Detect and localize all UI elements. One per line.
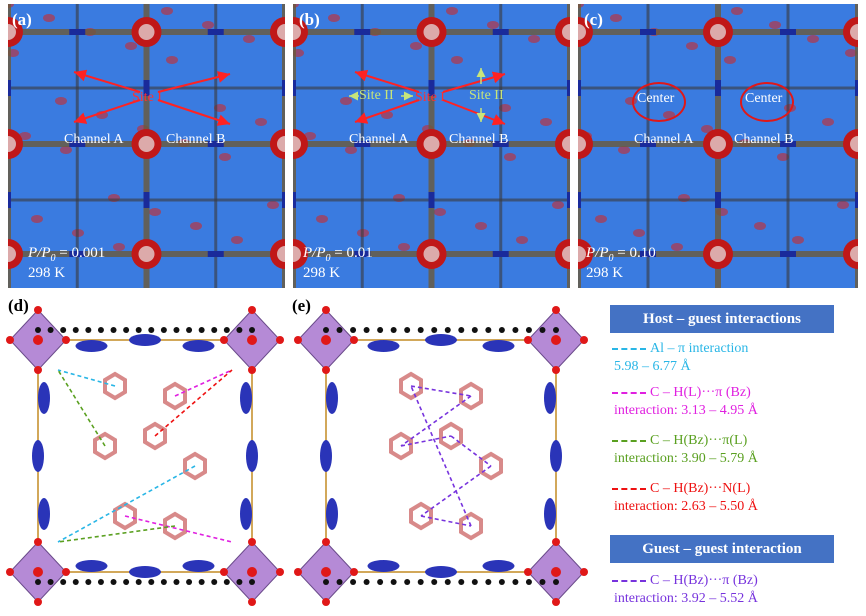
legend-item-ch-bz-n-l: C – H(Bz)···N(L) interaction: 2.63 – 5.5… (612, 481, 758, 514)
center-b-ellipse (740, 82, 794, 122)
dashed-line-icon (612, 439, 646, 442)
panel-b-image (293, 4, 570, 288)
temperature-label: 298 K (303, 265, 341, 281)
dashed-line-icon (612, 487, 646, 490)
host-guest-title: Host – guest interactions (610, 305, 834, 333)
panel-d-label: (d) (8, 296, 29, 315)
panel-e-label: (e) (292, 296, 311, 315)
channel-b-label: Channel B (166, 132, 226, 147)
panel-a: (a) Site I Channel A Channel B P/P0 = 0.… (8, 4, 285, 288)
panel-a-label: (a) (12, 10, 32, 29)
channel-a-label: Channel A (349, 132, 409, 147)
site2-left-label: Site II (359, 88, 394, 103)
site2-right-label: Site II (469, 88, 504, 103)
legend-item-ch-l-pi-bz: C – H(L)···π (Bz) interaction: 3.13 – 4.… (612, 385, 758, 418)
center-a-ellipse (632, 82, 686, 122)
channel-a-label: Channel A (64, 132, 124, 147)
legend-item-ch-bz-pi-bz: C – H(Bz)···π (Bz) interaction: 3.92 – 5… (612, 573, 758, 606)
legend-item-ch-bz-pi-l: C – H(Bz)···π(L) interaction: 3.90 – 5.7… (612, 433, 758, 466)
panel-b-label: (b) (299, 10, 320, 29)
legend-item-al-pi: Al – π interaction 5.98 – 6.77 Å (612, 341, 749, 374)
channel-a-label: Channel A (634, 132, 694, 147)
dashed-line-icon (612, 579, 646, 582)
pressure-label: P/P0 = 0.01 (303, 245, 373, 264)
panel-c-label: (c) (584, 10, 603, 29)
panel-e: (e) (292, 296, 592, 614)
center-a-label: Center (637, 91, 675, 106)
panel-d: (d) (4, 296, 288, 614)
pressure-label: P/P0 = 0.10 (586, 245, 656, 264)
center-b-label: Center (745, 91, 783, 106)
panel-d-image (6, 306, 284, 606)
guest-guest-title: Guest – guest interaction (610, 535, 834, 563)
temperature-label: 298 K (28, 265, 66, 281)
dashed-line-icon (612, 391, 646, 394)
site1-label: Site I (132, 90, 162, 105)
panel-c-image (578, 4, 858, 288)
panel-b: (b) Site I Site II Site II Channel A Cha… (293, 4, 570, 288)
panel-e-image (294, 306, 588, 606)
pressure-label: P/P0 = 0.001 (28, 245, 106, 264)
dashed-line-icon (612, 347, 646, 350)
site1-label: Site I (415, 90, 445, 105)
panel-c: (c) Center Center Channel A Channel B P/… (578, 4, 858, 288)
channel-b-label: Channel B (449, 132, 509, 147)
channel-b-label: Channel B (734, 132, 794, 147)
temperature-label: 298 K (586, 265, 624, 281)
